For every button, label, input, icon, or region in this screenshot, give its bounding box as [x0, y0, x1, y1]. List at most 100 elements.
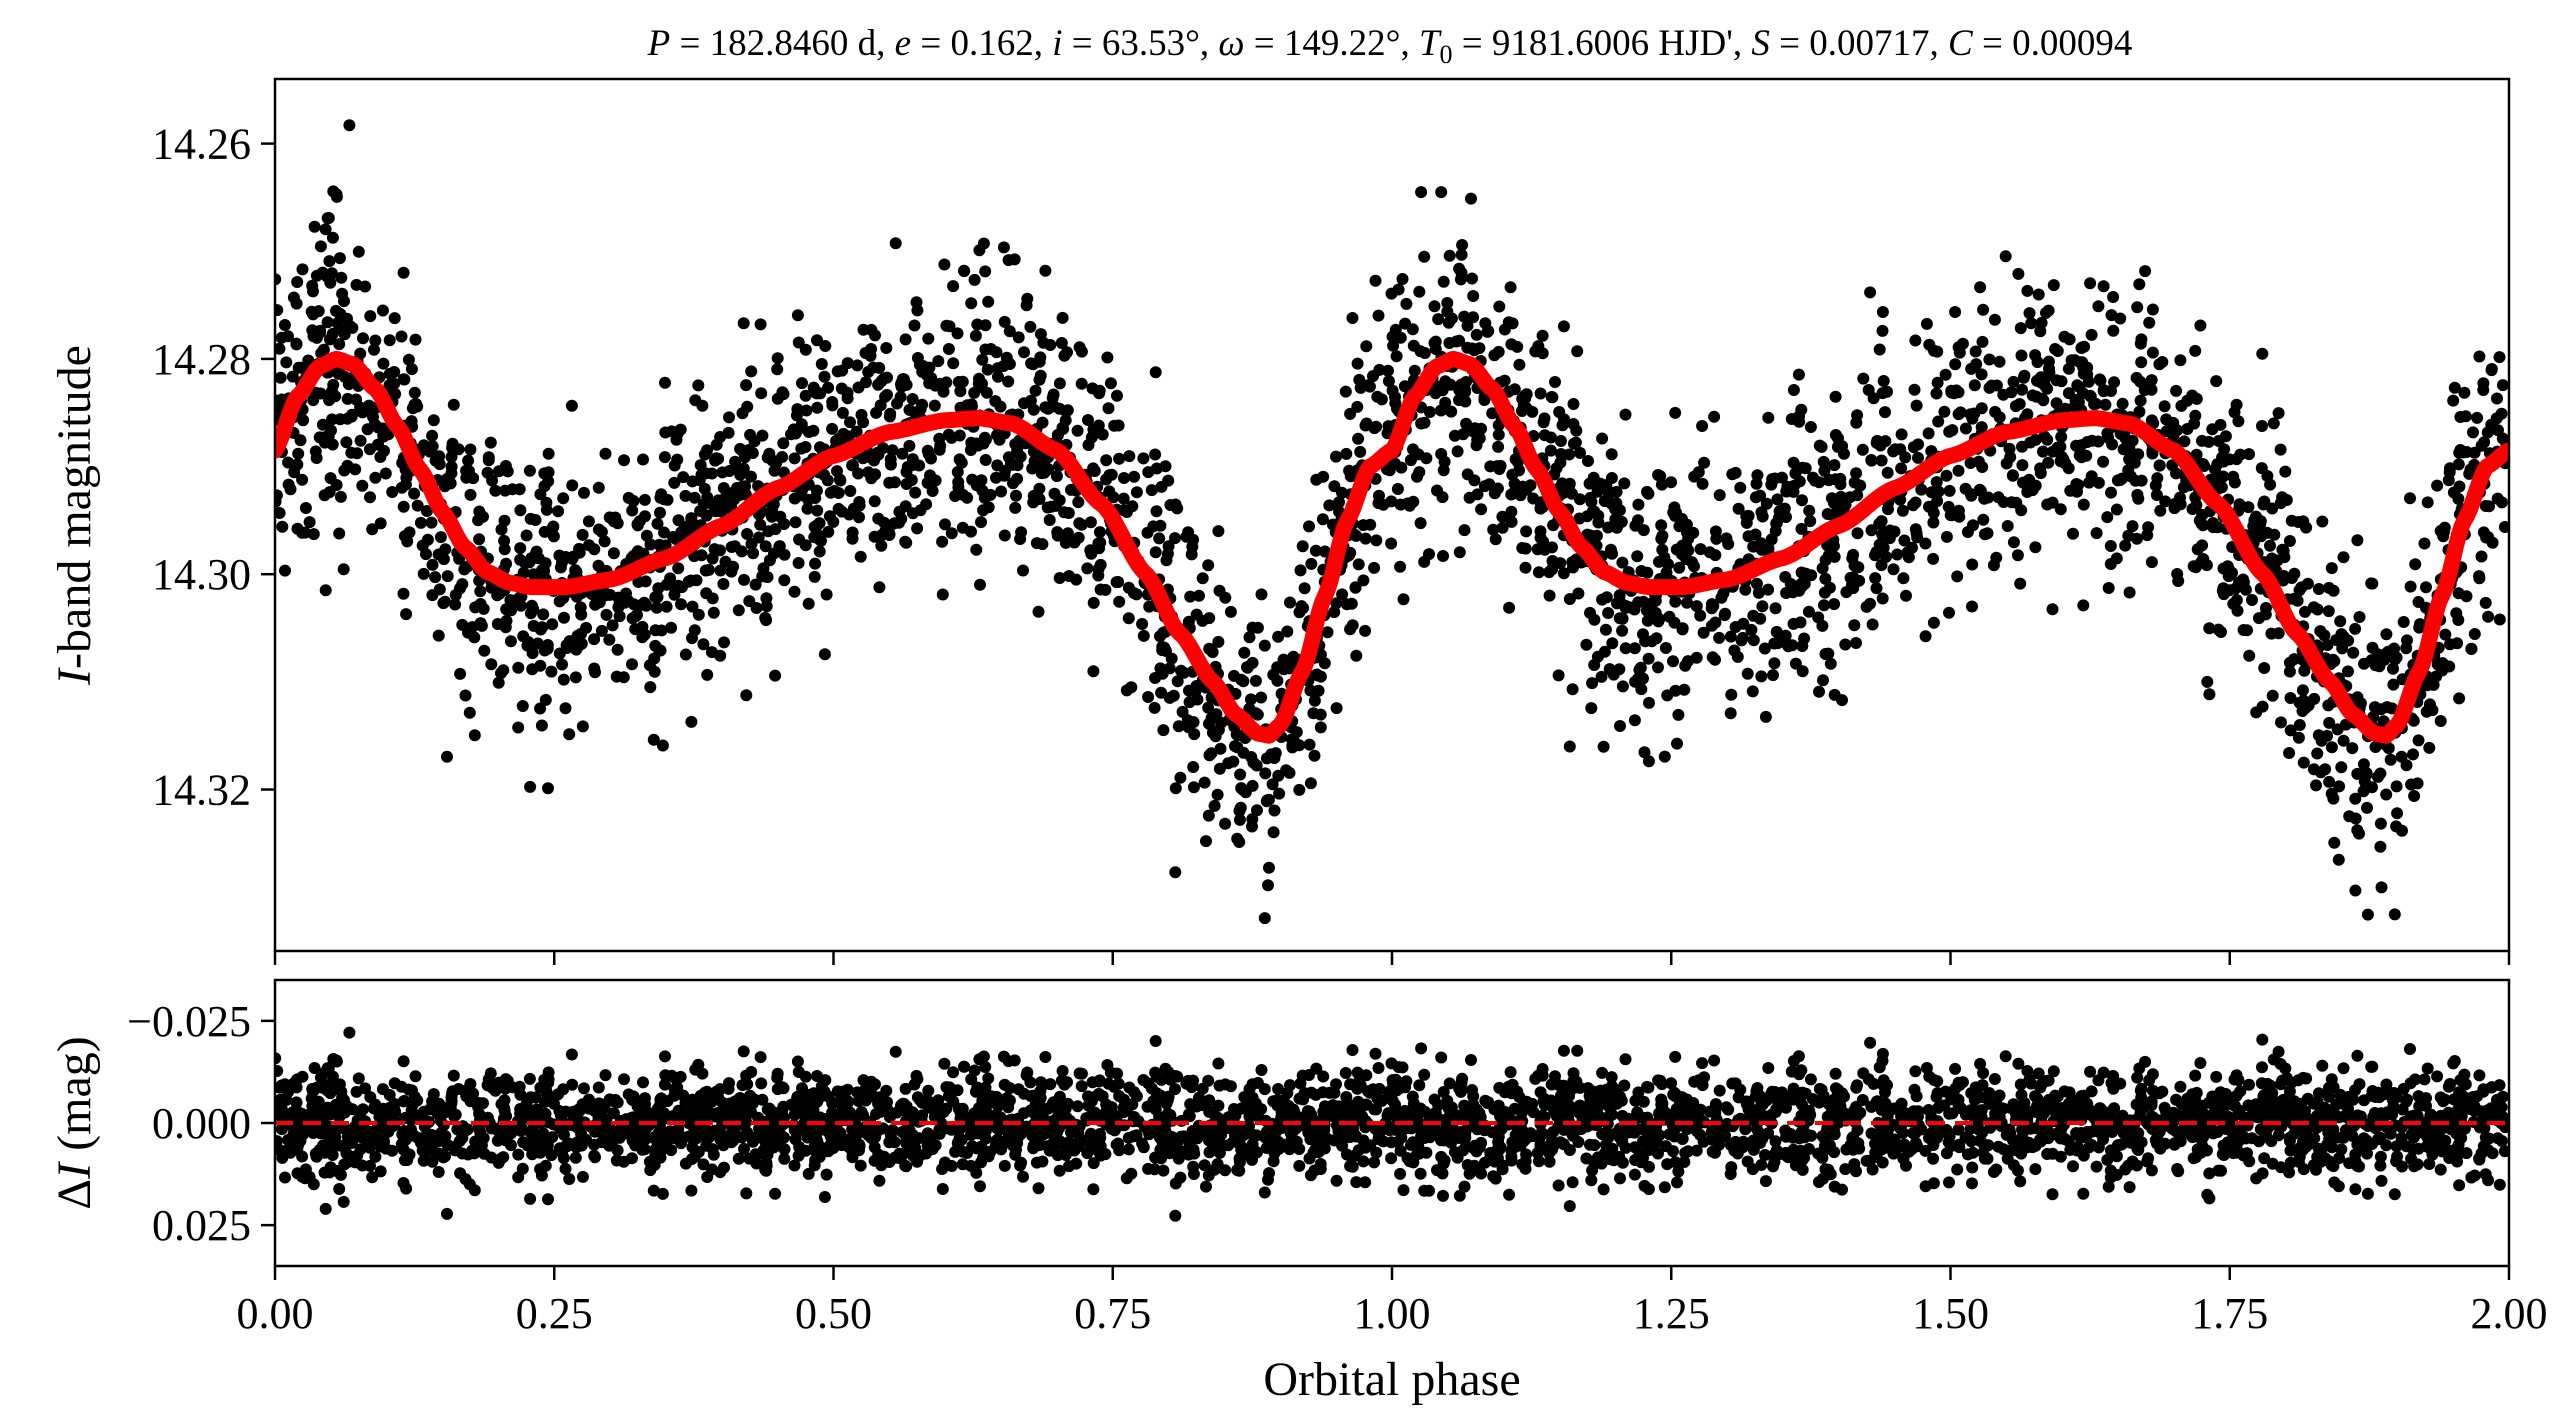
data-point [1235, 673, 1248, 686]
data-point [945, 527, 958, 540]
data-point [1428, 300, 1441, 313]
data-point [831, 465, 843, 478]
data-point [2135, 356, 2148, 369]
data-point [1396, 273, 1409, 285]
residual-point [2412, 1090, 2425, 1103]
data-point [862, 366, 875, 378]
data-point [1734, 481, 1747, 494]
data-point [732, 604, 745, 617]
data-point [2085, 328, 2098, 341]
data-point [1755, 670, 1768, 683]
data-point [1690, 600, 1703, 613]
data-point [1050, 470, 1063, 483]
data-point [1678, 683, 1691, 696]
data-point [2365, 577, 2378, 590]
data-point [514, 599, 527, 612]
data-point [932, 355, 945, 368]
residual-point [1017, 1170, 1029, 1183]
data-point [408, 487, 421, 500]
data-point [1149, 672, 1162, 684]
data-point [2349, 622, 2362, 635]
residual-point [2090, 1160, 2103, 1173]
data-point [1641, 485, 1653, 498]
data-point [906, 393, 919, 405]
data-point [1851, 409, 1864, 422]
data-point [2016, 459, 2029, 472]
data-point [2146, 346, 2159, 359]
data-point [2335, 761, 2348, 774]
data-point [312, 305, 325, 318]
data-point [2145, 374, 2158, 387]
data-point [1415, 186, 1428, 199]
data-point [1042, 463, 1055, 476]
data-point [2387, 678, 2400, 691]
data-point [1087, 423, 1100, 436]
data-point [666, 579, 679, 592]
data-point [1739, 583, 1752, 596]
data-point [725, 500, 737, 513]
data-point [1176, 705, 1189, 718]
data-point [1298, 582, 1311, 595]
data-point [627, 598, 640, 611]
data-point [1353, 373, 1366, 386]
residual-point [1585, 1174, 1598, 1187]
residual-point [607, 1107, 620, 1120]
data-point [1514, 489, 1527, 502]
data-point [1187, 716, 1200, 729]
data-point [1059, 536, 1072, 549]
data-point [1262, 879, 1274, 892]
data-point [1255, 588, 1268, 601]
data-point [674, 423, 687, 436]
data-point [1155, 686, 1168, 699]
data-point [2439, 628, 2452, 641]
data-point [820, 588, 833, 601]
data-point [1549, 376, 1561, 388]
data-point [409, 333, 422, 346]
data-point [1713, 489, 1726, 502]
data-point [2426, 704, 2439, 717]
data-point [670, 433, 683, 446]
data-point [1605, 472, 1618, 484]
data-point [2400, 642, 2413, 655]
data-point [2015, 504, 2028, 517]
data-point [1927, 506, 1940, 519]
data-point [652, 582, 665, 595]
data-point [1985, 379, 1998, 392]
data-point [400, 471, 413, 484]
data-point [361, 423, 374, 436]
data-point [813, 529, 826, 542]
data-point [1968, 407, 1981, 420]
data-point [2040, 306, 2052, 319]
residual-point [2047, 1065, 2060, 1078]
data-point [2196, 434, 2208, 447]
data-point [1632, 672, 1644, 685]
data-point [880, 342, 893, 354]
data-point [411, 499, 424, 512]
data-point [1163, 662, 1176, 675]
data-point [699, 467, 712, 480]
data-point [750, 602, 763, 614]
data-point [2266, 502, 2279, 515]
data-point [1850, 467, 1863, 480]
data-point [2051, 441, 2064, 454]
data-point [1056, 311, 1069, 324]
data-point [1968, 379, 1981, 392]
y-tick-label: 14.32 [152, 766, 251, 815]
data-point [971, 478, 984, 490]
data-point [1804, 421, 1817, 433]
data-point [1273, 787, 1286, 800]
data-point [2222, 570, 2235, 583]
data-point [2442, 474, 2455, 487]
data-point [1351, 357, 1364, 370]
residual-point [2108, 1102, 2121, 1115]
data-point [1616, 556, 1629, 569]
data-point [2174, 354, 2187, 367]
data-point [2097, 455, 2110, 468]
data-point [1907, 441, 1920, 454]
data-point [1635, 683, 1648, 696]
data-point [1669, 509, 1681, 522]
data-point [1154, 630, 1166, 643]
data-point [846, 532, 859, 545]
data-point [1848, 619, 1861, 632]
data-point [308, 220, 321, 233]
